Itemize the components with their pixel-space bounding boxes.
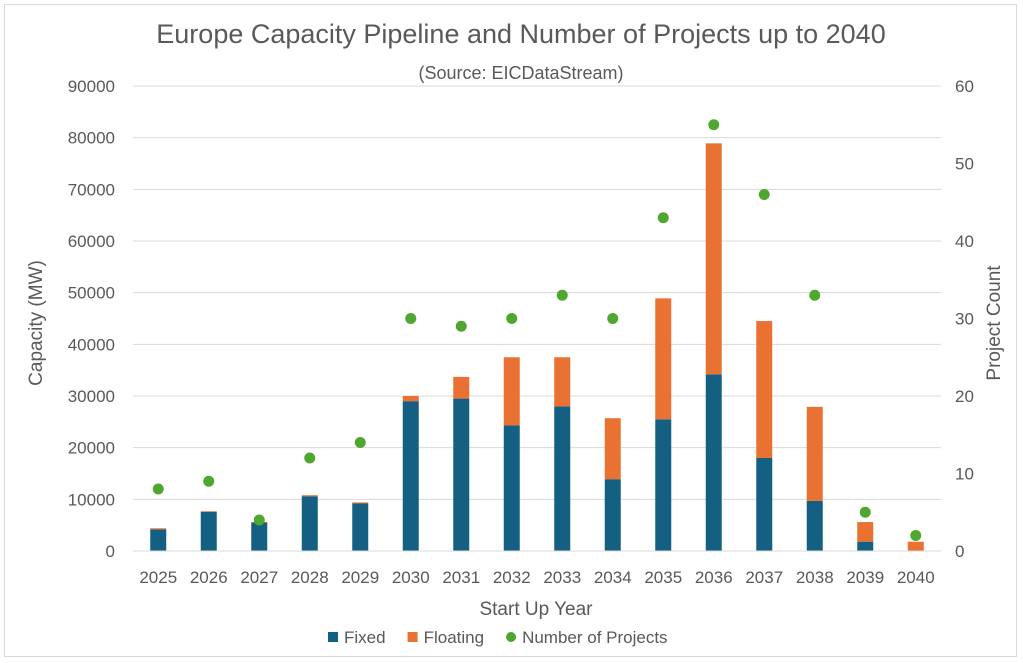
bar-floating	[150, 528, 167, 530]
x-tick-label: 2033	[543, 568, 581, 587]
bar-fixed	[150, 529, 167, 551]
chart-title: Europe Capacity Pipeline and Number of P…	[156, 19, 885, 49]
y-tick-label: 60000	[68, 232, 115, 251]
project-count-point	[859, 506, 871, 518]
y-tick-label: 80000	[68, 129, 115, 148]
bar-floating	[301, 495, 318, 497]
y-tick-label: 30000	[68, 387, 115, 406]
bar-floating	[402, 396, 419, 402]
bar-floating	[604, 418, 621, 480]
y-axis-title: Capacity (MW)	[26, 260, 47, 386]
bar-fixed	[503, 425, 520, 551]
legend-label-number-of-projects: Number of Projects	[522, 628, 668, 647]
project-count-point	[607, 313, 619, 324]
x-tick-label: 2039	[846, 568, 884, 587]
project-count-point	[758, 189, 770, 200]
bar-fixed	[352, 503, 369, 551]
bar-fixed	[251, 522, 268, 551]
project-count-point	[506, 313, 518, 324]
y-tick-label: 0	[106, 542, 115, 561]
project-count-point	[354, 437, 366, 448]
y-tick-label: 90000	[68, 77, 115, 96]
y-tick-label: 50000	[68, 284, 115, 303]
bar-floating	[503, 357, 520, 426]
project-count-point	[657, 212, 669, 224]
legend: Fixed Floating Number of Projects	[328, 628, 668, 647]
x-tick-label: 2035	[644, 568, 682, 587]
x-axis-ticks: 2025 2026 2027 2028 2029 2030 2031 2032 2033 2034…	[139, 568, 934, 587]
project-count-point	[809, 289, 821, 301]
project-count-point	[910, 530, 922, 541]
project-count-point	[152, 483, 164, 495]
y2-axis-title: Project Count	[984, 265, 1005, 381]
x-tick-label: 2040	[897, 568, 935, 587]
y2-tick-label: 0	[955, 542, 964, 561]
y-tick-label: 70000	[68, 180, 115, 199]
chart-frame: Europe Capacity Pipeline and Number of P…	[4, 4, 1017, 657]
x-tick-label: 2036	[695, 568, 733, 587]
y2-tick-label: 40	[955, 232, 974, 251]
x-tick-label: 2031	[442, 568, 480, 587]
y-tick-label: 10000	[68, 490, 115, 509]
x-tick-label: 2038	[796, 568, 834, 587]
bar-floating	[756, 321, 773, 458]
bar-floating	[655, 298, 672, 420]
y2-tick-label: 10	[955, 465, 974, 484]
bar-fixed	[554, 406, 571, 551]
legend-swatch-number-of-projects	[506, 632, 517, 642]
y-tick-label: 40000	[68, 335, 115, 354]
legend-swatch-floating	[407, 632, 418, 642]
bar-fixed	[857, 541, 874, 551]
bar-floating	[857, 522, 874, 542]
bar-series	[150, 143, 924, 551]
x-tick-label: 2028	[291, 568, 329, 587]
bar-fixed	[655, 419, 672, 551]
project-count-point	[455, 320, 467, 332]
bar-fixed	[604, 479, 621, 551]
x-tick-label: 2037	[745, 568, 783, 587]
x-axis-title: Start Up Year	[479, 599, 593, 620]
bar-floating	[806, 406, 823, 501]
chart: Europe Capacity Pipeline and Number of P…	[26, 19, 1005, 647]
bar-floating	[554, 357, 571, 407]
y2-tick-label: 20	[955, 387, 974, 406]
project-count-point	[405, 313, 417, 324]
chart-subtitle: (Source: EICDataStream)	[418, 63, 623, 83]
bar-fixed	[806, 500, 823, 551]
bar-fixed	[453, 398, 470, 551]
project-count-point	[304, 452, 316, 464]
bar-floating	[453, 376, 470, 399]
legend-label-floating: Floating	[424, 628, 484, 647]
project-count-point	[708, 119, 720, 131]
bar-fixed	[756, 458, 773, 551]
x-tick-label: 2027	[240, 568, 278, 587]
bar-fixed	[301, 496, 318, 551]
project-count-point	[253, 514, 265, 526]
bar-fixed	[402, 401, 419, 551]
y2-tick-label: 60	[955, 77, 974, 96]
y2-tick-label: 30	[955, 310, 974, 329]
y-tick-label: 20000	[68, 439, 115, 458]
y2-tick-label: 50	[955, 155, 974, 174]
bar-floating	[705, 143, 722, 375]
bar-floating	[352, 502, 369, 504]
legend-label-fixed: Fixed	[344, 628, 386, 647]
legend-swatch-fixed	[328, 632, 338, 642]
project-count-point	[556, 289, 568, 301]
bar-fixed	[200, 511, 217, 551]
x-tick-label: 2030	[392, 568, 430, 587]
x-tick-label: 2032	[493, 568, 531, 587]
y-axis-ticks: 0 10000 20000 30000 40000 50000 60000 70000 8000…	[68, 77, 115, 561]
project-count-point	[203, 475, 215, 487]
x-tick-label: 2034	[594, 568, 632, 587]
bar-fixed	[705, 374, 722, 551]
bar-floating	[907, 541, 924, 551]
x-tick-label: 2029	[341, 568, 379, 587]
scatter-series	[152, 119, 922, 541]
x-tick-label: 2025	[139, 568, 177, 587]
gridlines	[133, 85, 941, 500]
bar-floating	[200, 511, 217, 512]
y2-axis-ticks: 0 10 20 30 40 50 60	[955, 77, 974, 561]
x-tick-label: 2026	[190, 568, 228, 587]
